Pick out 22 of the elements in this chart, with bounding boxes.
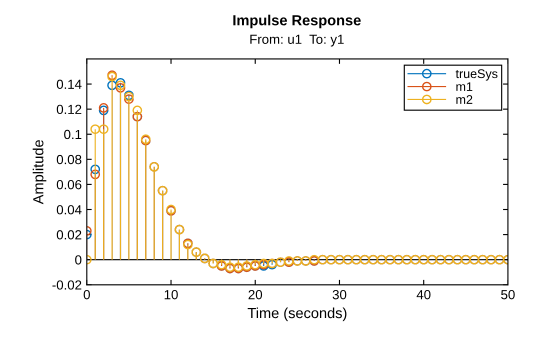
x-axis-title: Time (seconds) (248, 307, 346, 322)
y-tick-label: 0.08 (56, 154, 82, 164)
y-axis-title: Amplitude (32, 140, 46, 204)
x-tick-label: 50 (501, 290, 515, 300)
y-tick-label: 0.12 (56, 104, 82, 114)
x-tick-label: 30 (332, 290, 346, 300)
x-tick-label: 20 (248, 290, 262, 300)
y-tick-label: 0.14 (56, 80, 82, 89)
y-tick-label: 0.02 (56, 230, 82, 240)
x-tick-label: 10 (164, 290, 178, 300)
y-tick-label: 0.06 (56, 180, 82, 190)
legend-label: m1 (456, 82, 472, 91)
chart-subtitle: From: u1 To: y1 (250, 34, 344, 47)
x-tick-label: 40 (416, 290, 431, 300)
legend-label: trueSys (456, 69, 498, 81)
x-tick-label: 0 (84, 290, 90, 300)
y-tick-label: 0.04 (56, 205, 82, 214)
chart-title: Impulse Response (233, 14, 361, 28)
y-tick-label: -0.02 (52, 280, 82, 290)
y-tick-label: 0 (75, 255, 82, 265)
y-tick-label: 0.1 (64, 130, 82, 140)
legend-label: m2 (456, 95, 472, 104)
